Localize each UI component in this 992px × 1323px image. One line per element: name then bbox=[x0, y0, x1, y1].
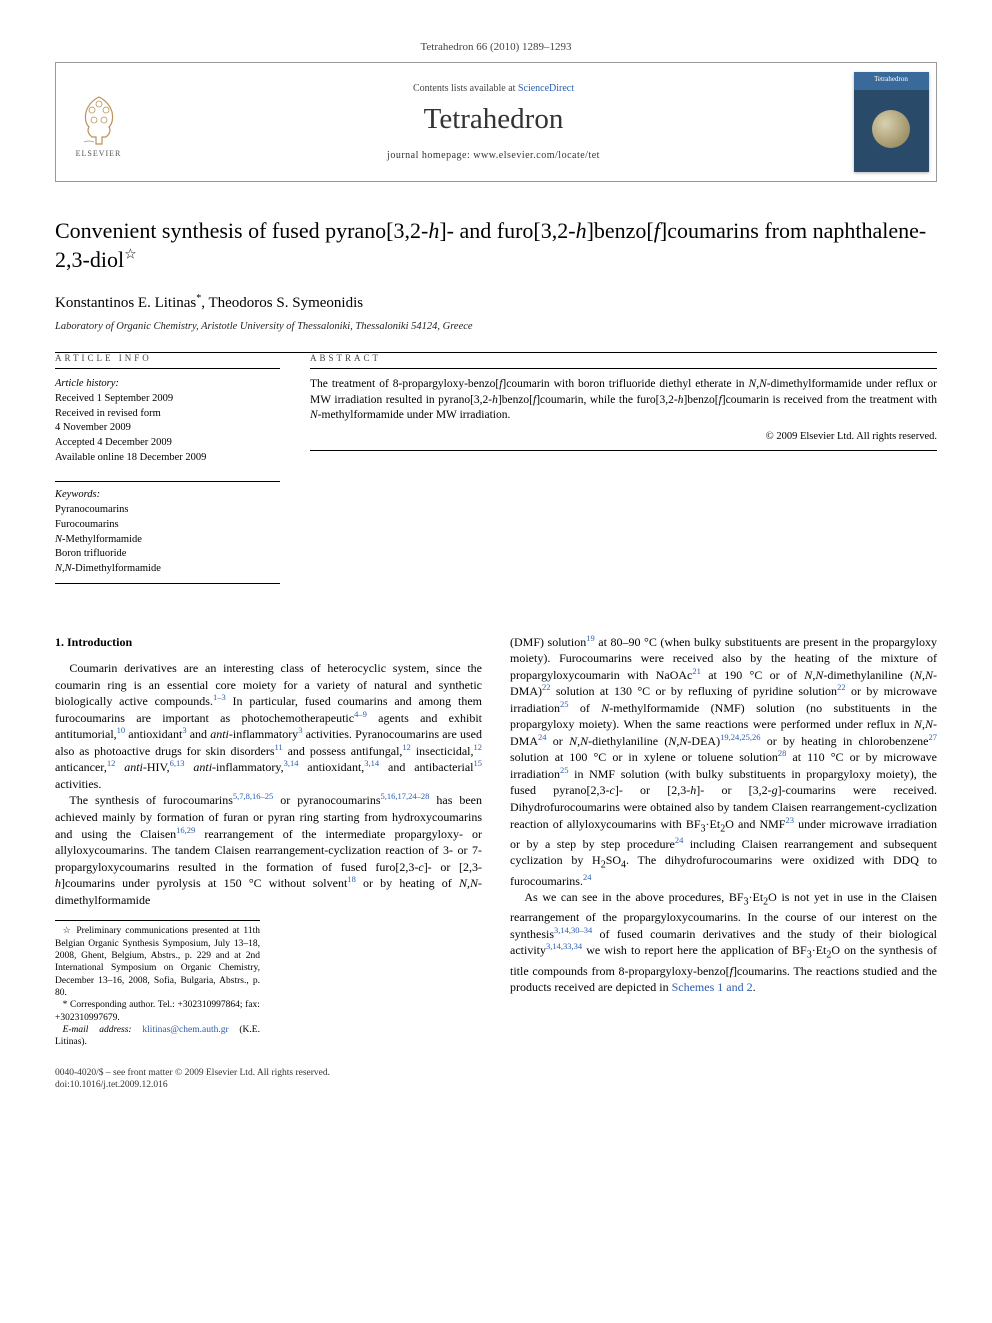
history-accepted: Accepted 4 December 2009 bbox=[55, 436, 280, 451]
divider bbox=[55, 481, 280, 482]
publisher-logo-box: ELSEVIER bbox=[56, 63, 141, 181]
body-para-2: The synthesis of furocoumarins5,7,8,16–2… bbox=[55, 792, 482, 908]
history-revised-1: Received in revised form bbox=[55, 407, 280, 422]
journal-cover-box: Tetrahedron bbox=[846, 63, 936, 181]
publisher-name: ELSEVIER bbox=[76, 149, 122, 159]
footnotes: ☆ Preliminary communications presented a… bbox=[55, 920, 260, 1048]
homepage-line: journal homepage: www.elsevier.com/locat… bbox=[387, 149, 600, 162]
ref-link[interactable]: 5,7,8,16–25 bbox=[233, 791, 273, 801]
ref-link[interactable]: 27 bbox=[929, 732, 938, 742]
article-title: Convenient synthesis of fused pyrano[3,2… bbox=[55, 217, 937, 274]
keywords-label: Keywords: bbox=[55, 488, 280, 503]
footnote-star: ☆ Preliminary communications presented a… bbox=[55, 925, 260, 999]
banner-center: Contents lists available at ScienceDirec… bbox=[141, 63, 846, 181]
footnote-star-icon: ☆ bbox=[63, 925, 73, 935]
email-label: E-mail address: bbox=[63, 1025, 132, 1035]
ref-link[interactable]: 28 bbox=[778, 748, 787, 758]
contents-prefix: Contents lists available at bbox=[413, 83, 518, 94]
cover-title: Tetrahedron bbox=[854, 75, 929, 84]
title-footnote-star-icon: ☆ bbox=[124, 248, 137, 263]
ref-link[interactable]: 18 bbox=[347, 874, 356, 884]
ref-link[interactable]: 12 bbox=[474, 742, 483, 752]
history-label: Article history: bbox=[55, 377, 280, 392]
keyword-3: N-Methylformamide bbox=[55, 533, 280, 548]
ref-link[interactable]: 19 bbox=[586, 633, 595, 643]
homepage-prefix: journal homepage: bbox=[387, 150, 473, 161]
ref-link[interactable]: 15 bbox=[474, 758, 483, 768]
doi-line: doi:10.1016/j.tet.2009.12.016 bbox=[55, 1079, 937, 1091]
footnote-corresponding: * Corresponding author. Tel.: +302310997… bbox=[55, 999, 260, 1024]
history-online: Available online 18 December 2009 bbox=[55, 451, 280, 466]
elsevier-logo: ELSEVIER bbox=[66, 85, 131, 160]
abstract-copyright: © 2009 Elsevier Ltd. All rights reserved… bbox=[310, 430, 937, 451]
ref-link[interactable]: 10 bbox=[117, 725, 126, 735]
email-link[interactable]: klitinas@chem.auth.gr bbox=[142, 1025, 228, 1035]
abstract-label: ABSTRACT bbox=[310, 353, 937, 370]
history-revised-2: 4 November 2009 bbox=[55, 421, 280, 436]
keyword-4: Boron trifluoride bbox=[55, 547, 280, 562]
homepage-url[interactable]: www.elsevier.com/locate/tet bbox=[473, 150, 600, 161]
scheme-link[interactable]: Schemes 1 and 2 bbox=[672, 980, 753, 994]
ref-link[interactable]: 3,14 bbox=[364, 758, 379, 768]
footnote-1-text: Preliminary communications presented at … bbox=[55, 926, 260, 998]
body-para-4: As we can see in the above procedures, B… bbox=[510, 889, 937, 996]
ref-link[interactable]: 19,24,25,26 bbox=[720, 732, 760, 742]
ref-link[interactable]: 11 bbox=[274, 742, 282, 752]
ref-link[interactable]: 24 bbox=[583, 872, 592, 882]
ref-link[interactable]: 12 bbox=[402, 742, 411, 752]
section-heading-intro: 1. Introduction bbox=[55, 634, 482, 651]
abstract-text: The treatment of 8-propargyloxy-benzo[f]… bbox=[310, 377, 937, 424]
ref-link[interactable]: 25 bbox=[560, 765, 569, 775]
keyword-1: Pyranocoumarins bbox=[55, 503, 280, 518]
body-para-3: (DMF) solution19 at 80–90 °C (when bulky… bbox=[510, 634, 937, 889]
journal-name-large: Tetrahedron bbox=[424, 101, 564, 139]
ref-link[interactable]: 22 bbox=[542, 682, 551, 692]
ref-link[interactable]: 3 bbox=[298, 725, 302, 735]
journal-cover-thumbnail: Tetrahedron bbox=[854, 72, 929, 172]
ref-link[interactable]: 21 bbox=[692, 666, 701, 676]
ref-link[interactable]: 12 bbox=[107, 758, 116, 768]
elsevier-tree-icon bbox=[74, 92, 124, 147]
ref-link[interactable]: 3,14,30–34 bbox=[554, 925, 592, 935]
bottom-bar: 0040-4020/$ – see front matter © 2009 El… bbox=[55, 1067, 937, 1092]
ref-link[interactable]: 25 bbox=[560, 699, 569, 709]
ref-link[interactable]: 22 bbox=[837, 682, 846, 692]
ref-link[interactable]: 23 bbox=[785, 815, 794, 825]
abstract-column: ABSTRACT The treatment of 8-propargyloxy… bbox=[310, 353, 937, 584]
author-2: Theodoros S. Symeonidis bbox=[208, 295, 363, 311]
ref-link[interactable]: 1–3 bbox=[213, 692, 226, 702]
ref-link[interactable]: 6,13 bbox=[170, 758, 185, 768]
ref-link[interactable]: 5,16,17,24–28 bbox=[381, 791, 430, 801]
ref-link[interactable]: 24 bbox=[675, 835, 684, 845]
footnote-email: E-mail address: klitinas@chem.auth.gr (K… bbox=[55, 1024, 260, 1049]
keyword-5: N,N-Dimethylformamide bbox=[55, 562, 280, 577]
journal-banner: ELSEVIER Contents lists available at Sci… bbox=[55, 62, 937, 182]
cover-graphic-icon bbox=[872, 110, 910, 148]
affiliation: Laboratory of Organic Chemistry, Aristot… bbox=[55, 320, 937, 334]
ref-link[interactable]: 4–9 bbox=[354, 709, 367, 719]
keywords-block: Keywords: Pyranocoumarins Furocoumarins … bbox=[55, 488, 280, 583]
ref-link[interactable]: 16,29 bbox=[176, 825, 195, 835]
ref-link[interactable]: 24 bbox=[538, 732, 547, 742]
front-matter-line: 0040-4020/$ – see front matter © 2009 El… bbox=[55, 1067, 937, 1079]
authors-line: Konstantinos E. Litinas*, Theodoros S. S… bbox=[55, 292, 937, 314]
body-para-1: Coumarin derivatives are an interesting … bbox=[55, 660, 482, 792]
ref-link[interactable]: 3,14 bbox=[284, 758, 299, 768]
article-history: Article history: Received 1 September 20… bbox=[55, 377, 280, 465]
contents-line: Contents lists available at ScienceDirec… bbox=[413, 82, 574, 95]
ref-link[interactable]: 3,14,33,34 bbox=[546, 941, 582, 951]
header-citation: Tetrahedron 66 (2010) 1289–1293 bbox=[55, 40, 937, 54]
body-text: 1. Introduction Coumarin derivatives are… bbox=[55, 634, 937, 1049]
history-received: Received 1 September 2009 bbox=[55, 392, 280, 407]
keyword-2: Furocoumarins bbox=[55, 518, 280, 533]
sciencedirect-link[interactable]: ScienceDirect bbox=[518, 83, 574, 94]
article-info-column: ARTICLE INFO Article history: Received 1… bbox=[55, 353, 280, 584]
ref-link[interactable]: 3 bbox=[182, 725, 186, 735]
author-1: Konstantinos E. Litinas bbox=[55, 295, 196, 311]
article-info-label: ARTICLE INFO bbox=[55, 353, 280, 370]
